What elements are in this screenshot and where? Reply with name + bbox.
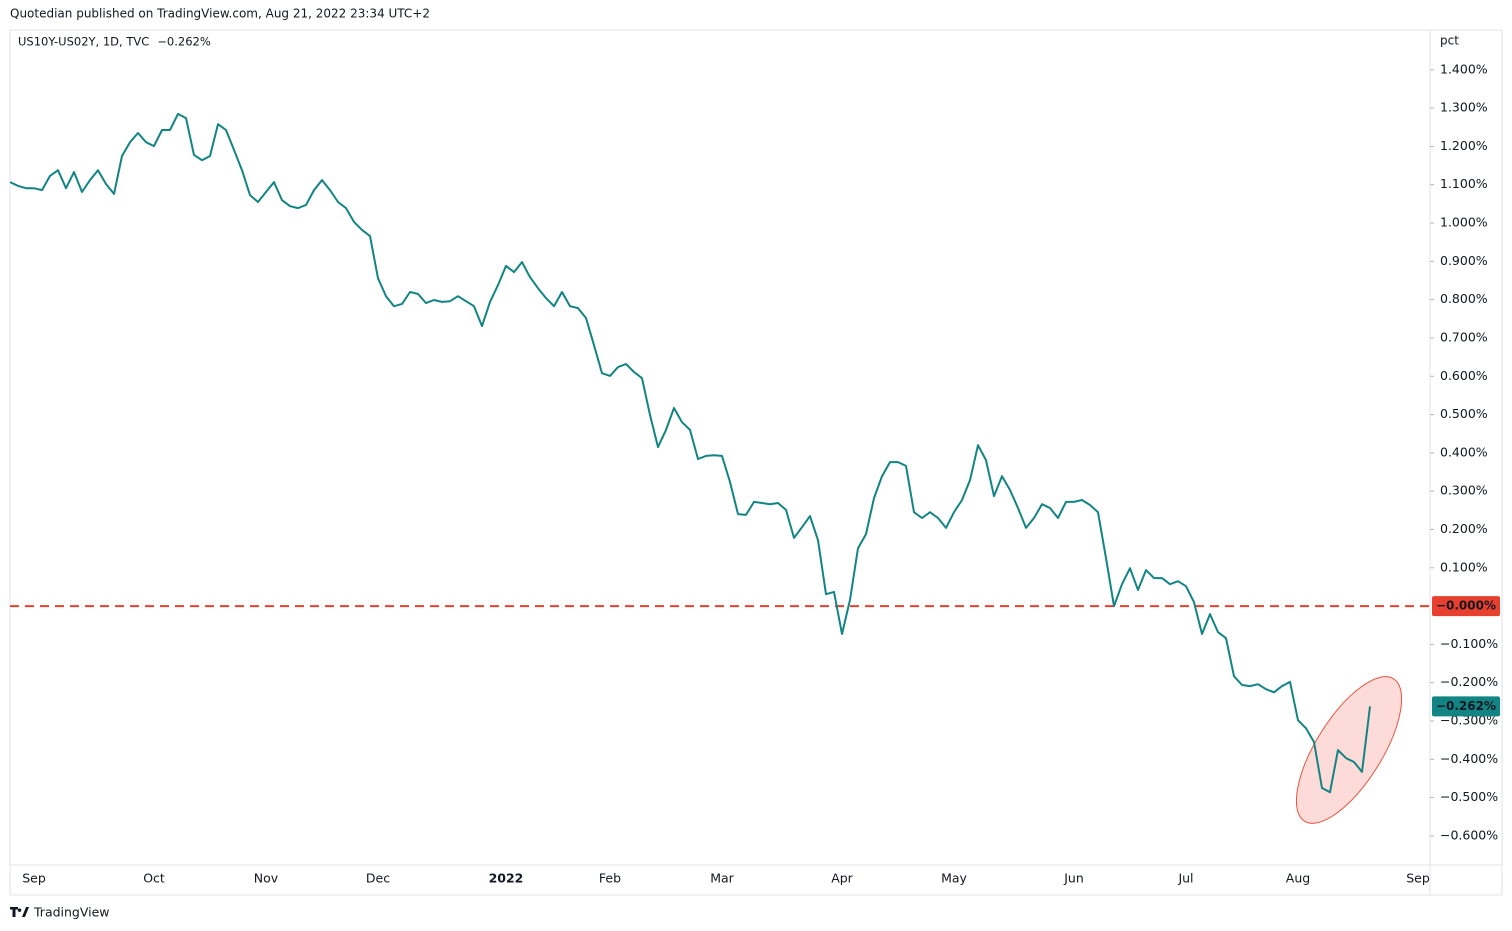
y-tick-label: −0.100%	[1440, 636, 1498, 651]
y-tick-label: 1.200%	[1440, 138, 1488, 153]
x-tick-label: Mar	[710, 871, 734, 886]
highlight-ellipse	[1295, 676, 1403, 824]
y-tick-label: 1.300%	[1440, 100, 1488, 115]
x-tick-label: Jul	[1177, 871, 1193, 886]
y-tick-label: −0.400%	[1440, 751, 1498, 766]
legend-entry: US10Y-US02Y, 1D, TVC	[18, 35, 149, 49]
y-tick-label: 0.900%	[1440, 253, 1488, 268]
y-tick-label: 1.000%	[1440, 215, 1488, 230]
x-tick-label: Dec	[366, 871, 390, 886]
x-tick-label: Jun	[1063, 871, 1084, 886]
y-axis-label: pct	[1440, 34, 1459, 48]
y-tick-label: 0.800%	[1440, 291, 1488, 306]
logo	[10, 907, 29, 917]
x-tick-label: May	[941, 871, 967, 886]
last-value-label: −0.262%	[1436, 699, 1496, 713]
header: Quotedian published on TradingView.com, …	[10, 7, 430, 21]
y-tick-label: 1.100%	[1440, 176, 1488, 191]
x-tick-label: Sep	[1406, 871, 1430, 886]
x-tick-label: Feb	[599, 871, 621, 886]
x-tick-label: Apr	[831, 871, 853, 886]
y-tick-label: 0.500%	[1440, 406, 1488, 421]
x-tick-label: Nov	[254, 871, 279, 886]
x-tick-label: Aug	[1286, 871, 1310, 886]
reference-tag	[1432, 596, 1500, 617]
y-tick-label: 0.100%	[1440, 559, 1488, 574]
y-tick-label: −0.600%	[1440, 827, 1498, 842]
last-value-tag	[1432, 696, 1500, 717]
y-tick-label: 0.700%	[1440, 329, 1488, 344]
x-tick-label: Sep	[22, 871, 46, 886]
y-tick-label: −0.200%	[1440, 674, 1498, 689]
y-tick-label: 0.600%	[1440, 368, 1488, 383]
series-line	[9, 112, 1371, 794]
reference-label: −0.000%	[1436, 599, 1496, 613]
x-tick-label: 2022	[489, 871, 524, 886]
y-tick-label: 0.200%	[1440, 521, 1488, 536]
y-tick-label: 0.400%	[1440, 444, 1488, 459]
footer-brand: TradingView	[33, 905, 110, 920]
y-tick-label: −0.500%	[1440, 789, 1498, 804]
legend-value: −0.262%	[157, 35, 211, 49]
x-tick-label: Oct	[143, 871, 165, 886]
chart-frame	[9, 29, 1503, 896]
y-tick-label: 0.300%	[1440, 483, 1488, 498]
y-tick-label: 1.400%	[1440, 61, 1488, 76]
